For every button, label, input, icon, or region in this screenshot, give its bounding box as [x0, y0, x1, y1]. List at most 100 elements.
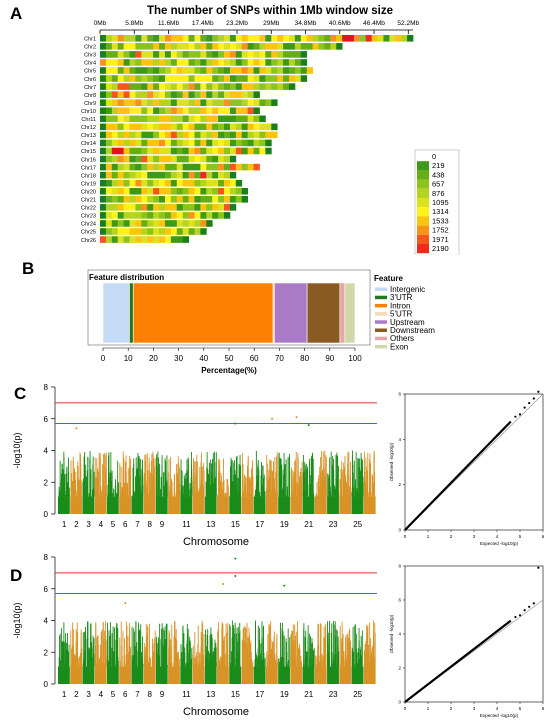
manhattan-x-tick-label: 19 [280, 690, 289, 699]
manhattan-point [296, 485, 298, 497]
manhattan-point [206, 467, 208, 497]
legend-swatch [417, 216, 429, 226]
manhattan-point [293, 472, 295, 497]
manhattan-point [341, 649, 343, 667]
manhattan-point [190, 451, 192, 497]
manhattan-point [276, 454, 278, 497]
heatmap-cell [111, 163, 119, 171]
manhattan-base-band [265, 666, 278, 684]
manhattan-point [140, 643, 141, 667]
heatmap-cell [129, 179, 136, 187]
manhattan-point [135, 476, 136, 497]
manhattan-point [215, 477, 217, 497]
manhattan-point [103, 454, 104, 497]
manhattan-point [98, 660, 100, 667]
manhattan-point [92, 647, 94, 667]
heatmap-cell [218, 196, 225, 203]
manhattan-point [348, 485, 350, 497]
manhattan-point [215, 452, 217, 497]
heatmap-cell [229, 67, 237, 74]
manhattan-point [85, 626, 86, 667]
manhattan-point [254, 659, 256, 667]
heatmap-cell [200, 228, 207, 235]
manhattan-point [62, 641, 64, 667]
heatmap-cell [153, 131, 160, 139]
heatmap-cell [206, 147, 213, 155]
heatmap-cell [100, 35, 107, 42]
manhattan-point [168, 496, 170, 497]
heatmap-cell [188, 204, 195, 211]
manhattan-point [208, 474, 209, 497]
manhattan-point [200, 480, 202, 497]
manhattan-base-band [241, 496, 254, 514]
feature-legend-label: 3'UTR [390, 293, 413, 302]
heatmap-cell [194, 107, 201, 115]
manhattan-point [266, 489, 268, 497]
manhattan-point [201, 622, 203, 667]
manhattan-point [315, 655, 317, 667]
manhattan-point [125, 493, 127, 497]
manhattan-point [226, 478, 228, 497]
heatmap-cell [123, 67, 130, 74]
heatmap-cell [212, 51, 219, 58]
heatmap-cell [129, 91, 136, 98]
manhattan-point [168, 472, 170, 497]
manhattan-point [267, 634, 269, 667]
heatmap-cell [105, 115, 113, 123]
manhattan-point [190, 658, 192, 667]
manhattan-point [58, 493, 60, 497]
manhattan-point [243, 640, 245, 667]
heatmap-cell [159, 131, 166, 139]
heatmap-cell [182, 67, 189, 74]
heatmap-cell [153, 115, 160, 123]
heatmap-cell [247, 99, 254, 106]
heatmap-cell [235, 99, 243, 106]
heatmap-cell [164, 171, 172, 179]
heatmap-cell [271, 83, 278, 90]
heatmap-cell [235, 43, 243, 50]
manhattan-point [291, 469, 293, 497]
manhattan-point [337, 636, 339, 667]
manhattan-point [236, 627, 238, 667]
heatmap-cell [100, 179, 107, 187]
heatmap-cell [135, 212, 142, 219]
heatmap-cell [247, 59, 254, 66]
heatmap-cell [229, 43, 237, 50]
manhattan-point [262, 465, 264, 497]
manhattan-point [82, 481, 84, 497]
heatmap-cell [206, 75, 213, 82]
manhattan-point [300, 486, 302, 497]
manhattan-point [325, 653, 327, 667]
heatmap-cell [129, 83, 136, 90]
manhattan-point [321, 451, 323, 497]
chromosome-label: Chr13 [81, 133, 96, 139]
manhattan-point [119, 463, 121, 497]
manhattan-point [117, 665, 119, 667]
manhattan-point [109, 472, 111, 497]
manhattan-point [183, 633, 185, 667]
chromosome-label: Chr18 [81, 173, 96, 179]
heatmap-cell [330, 43, 337, 50]
heatmap-cell [117, 83, 125, 90]
heatmap-cell [117, 99, 125, 106]
heatmap-cell [200, 43, 207, 50]
heatmap-cell [164, 228, 172, 235]
manhattan-point [235, 665, 237, 667]
heatmap-cell [100, 99, 107, 106]
manhattan-point [275, 472, 277, 497]
qq-tail-point [514, 415, 517, 418]
manhattan-base-band [290, 666, 303, 684]
qq-x-tick-label: 1 [427, 706, 430, 711]
heatmap-cell [389, 35, 396, 42]
qq-x-tick-label: 5 [519, 534, 522, 539]
manhattan-point [332, 620, 334, 667]
heatmap-cell [253, 43, 260, 50]
manhattan-point [75, 491, 77, 497]
legend-swatch [417, 244, 429, 254]
manhattan-x-tick-label: 13 [206, 520, 215, 529]
manhattan-base-band [339, 496, 352, 514]
manhattan-point [274, 456, 276, 497]
manhattan-point [68, 494, 70, 497]
heatmap-cell [100, 163, 107, 171]
manhattan-point [361, 665, 363, 667]
